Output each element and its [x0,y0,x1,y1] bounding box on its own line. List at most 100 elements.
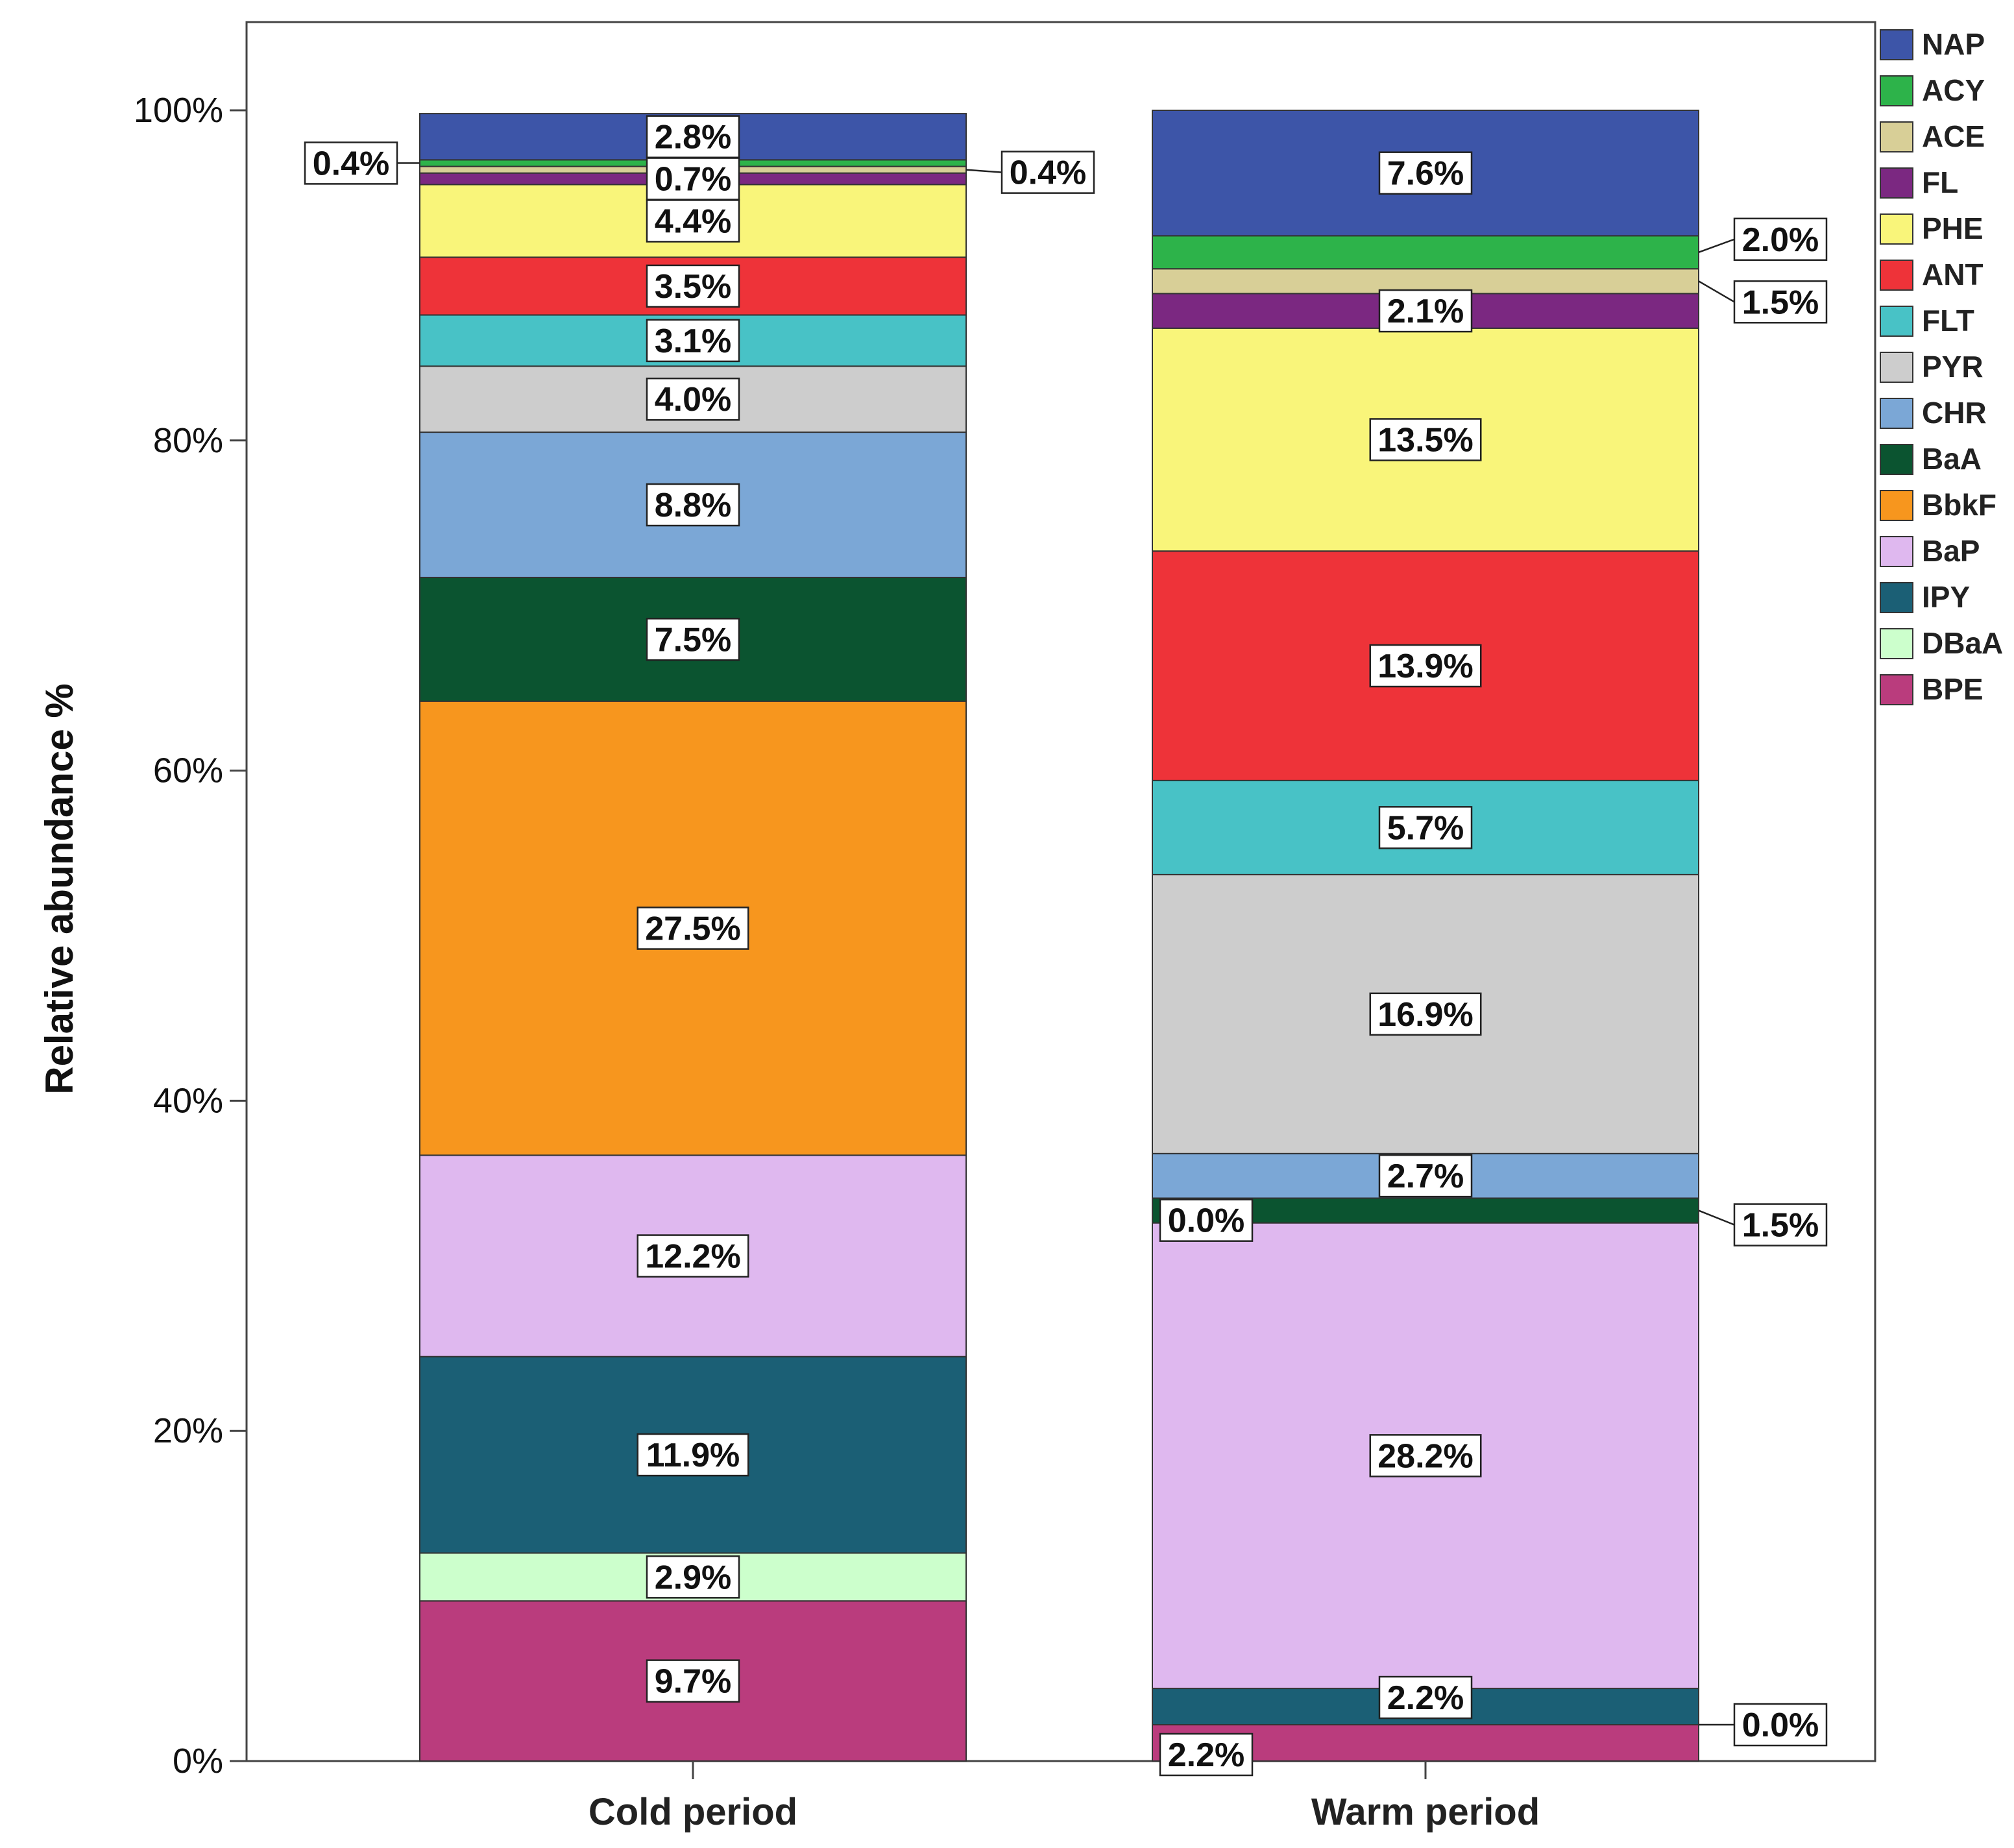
legend-swatch-bpe [1880,674,1913,705]
data-label-ant-cold-period: 3.5% [655,268,732,306]
data-label-box-nap-warm-period [1378,151,1473,195]
legend-label-bap: BaP [1922,534,1980,568]
data-label-box-ace-warm-period [1733,280,1828,324]
data-label-fl-cold-period: 0.7% [655,161,732,199]
data-label-dbaa-cold-period: 2.9% [655,1559,732,1596]
data-label-box-acy-warm-period [1733,217,1828,261]
data-label-pyr-cold-period: 4.0% [655,381,732,419]
legend-swatch-ace [1880,121,1913,152]
data-label-ipy-cold-period: 11.9% [646,1437,740,1474]
x-tick-label-cold-period: Cold period [588,1791,797,1833]
data-label-acy-warm-period: 2.0% [1742,221,1819,259]
legend-label-bbkf: BbkF [1922,488,1996,522]
data-label-box-ace-cold-period [1001,151,1095,194]
data-label-box-baa-warm-period [1733,1203,1828,1246]
data-label-nap-warm-period: 7.6% [1387,155,1464,193]
bars [419,110,1699,1762]
legend-label-bpe: BPE [1922,672,1984,706]
legend-label-ipy: IPY [1922,580,1970,614]
data-label-box-bpe-warm-period [1159,1732,1254,1777]
data-label-box-bap-cold-period [637,1234,749,1278]
legend-label-ant: ANT [1922,258,1984,291]
data-label-box-phe-cold-period [646,199,740,243]
data-label-box-pyr-cold-period [646,377,740,421]
legend-swatch-dbaa [1880,628,1913,659]
plot-area [245,21,1876,1762]
data-label-box-pyr-warm-period [1369,992,1482,1036]
legend-swatch-fl [1880,167,1913,199]
data-label-box-ant-warm-period [1369,644,1482,688]
legend-swatch-ipy [1880,582,1913,613]
leader-line-ace-warm-period [1698,280,1735,303]
data-label-chr-cold-period: 8.8% [655,487,732,524]
legend-swatch-chr [1880,398,1913,429]
y-axis-title: Relative abundance % [38,683,81,1095]
data-label-box-flt-cold-period [646,319,740,363]
data-label-box-bbkf-warm-period [1159,1198,1254,1242]
data-label-acy-cold-period: 0.4% [313,145,390,182]
data-label-bap-cold-period: 12.2% [645,1238,740,1276]
data-label-box-phe-warm-period [1369,418,1482,461]
data-label-box-dbaa-cold-period [646,1555,740,1599]
legend-label-pyr: PYR [1922,350,1984,383]
leader-line-acy-warm-period [1698,238,1735,253]
legend-swatch-nap [1880,29,1913,60]
legend-label-fl: FL [1922,165,1958,199]
y-tick-label: 40% [153,1081,223,1120]
data-label-flt-warm-period: 5.7% [1387,809,1464,847]
data-label-nap-cold-period: 2.8% [655,119,732,156]
data-label-box-ant-cold-period [646,264,740,308]
data-label-ace-warm-period: 1.5% [1742,284,1819,321]
data-label-dbaa-warm-period: 0.0% [1742,1707,1819,1744]
leader-line-baa-warm-period [1698,1210,1735,1226]
data-label-bap-warm-period: 28.2% [1377,1437,1473,1475]
data-label-baa-cold-period: 7.5% [655,621,732,659]
data-label-box-bpe-cold-period [646,1659,740,1703]
data-label-ant-warm-period: 13.9% [1377,648,1473,685]
legend-label-acy: ACY [1922,73,1985,107]
data-label-pyr-warm-period: 16.9% [1377,996,1473,1034]
y-tick-label: 100% [134,91,223,130]
axes: 0% 20% 40% 60% 80% 100% Relative abundance % Co… [38,91,1540,1833]
data-labels: 2.8% 0.4% 0.4% 0.7%4.4% 3.5% 3.1% 4.0% 8.8% 7.5%… [304,115,1828,1777]
data-label-ipy-warm-period: 2.2% [1387,1679,1464,1717]
legend-swatch-flt [1880,306,1913,337]
bar-segment-acy-warm-period [1152,235,1699,270]
data-label-baa-warm-period: 1.5% [1742,1207,1819,1245]
data-label-phe-cold-period: 4.4% [655,202,732,240]
data-label-phe-warm-period: 13.5% [1377,422,1473,459]
plot-frame [245,21,1876,1762]
data-label-chr-warm-period: 2.7% [1387,1158,1464,1195]
data-label-box-fl-warm-period [1378,289,1473,333]
data-label-box-acy-cold-period [304,141,398,185]
data-label-box-chr-warm-period [1378,1154,1473,1198]
data-label-box-bap-warm-period [1369,1434,1482,1477]
legend-label-baa: BaA [1922,442,1982,476]
legend-label-chr: CHR [1922,396,1987,430]
data-label-box-flt-warm-period [1378,806,1473,849]
data-label-box-dbaa-warm-period [1733,1703,1828,1747]
data-label-ace-cold-period: 0.4% [1010,154,1087,192]
y-tick-label: 60% [153,751,223,790]
data-label-box-baa-cold-period [646,618,740,661]
data-label-box-nap-cold-period [646,115,740,158]
legend-swatch-ant [1880,260,1913,291]
legend: NAP ACY ACE FL PHE ANT FLT PYR CHR BaA BbkF BaP IPY D… [1880,27,2003,706]
data-label-box-fl-cold-period [646,157,740,201]
legend-label-nap: NAP [1922,27,1985,61]
y-tick-label: 0% [173,1742,223,1781]
data-label-bbkf-warm-period: 0.0% [1168,1202,1245,1240]
data-label-fl-warm-period: 2.1% [1387,293,1464,330]
legend-label-dbaa: DBaA [1922,626,2003,660]
x-tick-label-warm-period: Warm period [1311,1791,1540,1833]
data-label-bbkf-cold-period: 27.5% [645,910,740,948]
data-label-box-ipy-warm-period [1378,1675,1473,1720]
data-label-flt-cold-period: 3.1% [655,322,732,360]
y-tick-label: 20% [153,1411,223,1450]
legend-swatch-baa [1880,444,1913,475]
data-label-box-bbkf-cold-period [637,906,749,950]
legend-swatch-pyr [1880,352,1913,383]
legend-label-ace: ACE [1922,119,1985,153]
data-label-box-ipy-cold-period [637,1433,749,1477]
